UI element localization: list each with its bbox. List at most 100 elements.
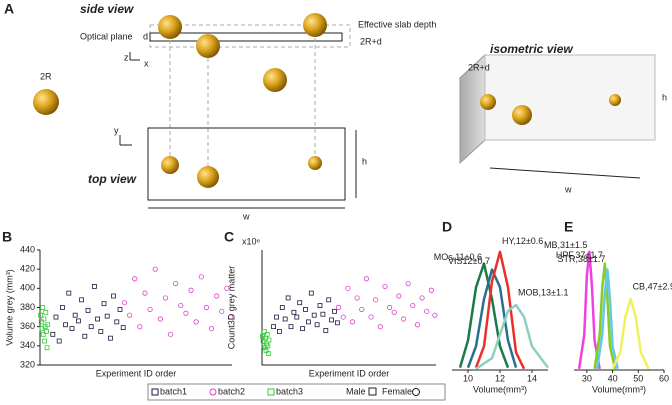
point xyxy=(334,320,340,326)
point xyxy=(132,276,138,282)
label: h xyxy=(662,92,667,102)
panel-letter: B xyxy=(2,229,12,245)
density-curve xyxy=(458,262,510,369)
label: d xyxy=(143,31,148,41)
y-tick-label: 380 xyxy=(20,302,35,312)
panel-letter: C xyxy=(224,229,234,245)
series-label: VIS12±0.7 xyxy=(448,256,490,266)
point xyxy=(193,319,199,325)
density-curve xyxy=(595,268,619,370)
density-curve xyxy=(593,262,617,370)
point xyxy=(285,295,291,301)
legend-marker xyxy=(412,388,420,396)
point xyxy=(120,325,126,331)
y-axis-label: Volume grey (mm³) xyxy=(4,269,14,346)
point xyxy=(104,313,110,319)
point xyxy=(297,300,303,306)
point xyxy=(82,333,88,339)
y-tick-label: 440 xyxy=(20,244,35,254)
point xyxy=(117,307,123,312)
series-label: STR,38±1.7 xyxy=(557,254,605,264)
point xyxy=(363,276,369,282)
point xyxy=(335,304,342,311)
point xyxy=(288,324,294,330)
point xyxy=(98,329,104,334)
sphere xyxy=(480,94,496,110)
point xyxy=(69,326,75,331)
point xyxy=(424,308,430,314)
series-label: CB,47±2.9 xyxy=(633,281,672,291)
sphere xyxy=(196,34,220,58)
density-curve xyxy=(474,250,526,370)
legend-label: batch3 xyxy=(276,386,303,396)
point xyxy=(264,331,270,337)
density-curve xyxy=(611,297,650,370)
point xyxy=(314,322,320,328)
point xyxy=(142,290,148,296)
axes-icon xyxy=(119,135,132,146)
point xyxy=(147,306,153,313)
point xyxy=(305,319,311,325)
label: h xyxy=(362,156,367,166)
point xyxy=(40,305,45,310)
point xyxy=(311,312,317,318)
point xyxy=(79,297,84,303)
legend-marker xyxy=(267,388,275,396)
axis xyxy=(39,250,232,366)
point xyxy=(261,329,267,334)
point xyxy=(203,304,209,311)
y-tick-label: 420 xyxy=(20,264,35,274)
x-tick-label: 14 xyxy=(527,373,537,383)
point xyxy=(63,322,68,328)
point xyxy=(294,314,300,320)
point xyxy=(60,305,65,310)
label: y xyxy=(114,125,119,135)
point xyxy=(208,325,215,332)
series-label: MB,31±1.5 xyxy=(544,240,587,250)
y-tick-label: 360 xyxy=(20,321,35,331)
point xyxy=(271,324,277,330)
point xyxy=(340,314,346,320)
point xyxy=(405,280,411,287)
point xyxy=(43,309,49,315)
y-axis-label: Count3D grey matter xyxy=(226,266,236,350)
point xyxy=(432,312,438,318)
point xyxy=(349,319,356,325)
point xyxy=(410,302,416,309)
legend-label: batch2 xyxy=(218,386,245,396)
sphere xyxy=(33,89,59,115)
y-tick-label: 320 xyxy=(20,359,35,369)
label: 2R+d xyxy=(468,62,490,72)
x-tick-label: 40 xyxy=(608,373,618,383)
point xyxy=(101,301,107,307)
panel-a: A side view Effective slab depth Optical… xyxy=(4,1,667,222)
point xyxy=(188,287,194,293)
series-label: HY,12±0.6 xyxy=(502,236,543,246)
point xyxy=(173,280,179,287)
point xyxy=(137,324,143,330)
point xyxy=(320,311,326,317)
panel-letter: A xyxy=(4,1,14,17)
point xyxy=(121,300,128,306)
optical-plane xyxy=(149,32,343,42)
point xyxy=(300,326,306,331)
y-tick-label: 400 xyxy=(20,283,35,293)
point xyxy=(332,308,337,314)
point xyxy=(66,290,72,296)
point xyxy=(377,324,383,330)
label: w xyxy=(242,211,250,221)
series-label: HPF,37±1.7 xyxy=(556,250,603,260)
dimension xyxy=(148,130,357,209)
sphere xyxy=(197,166,219,188)
point xyxy=(265,351,271,356)
point xyxy=(279,305,285,310)
sphere xyxy=(512,105,532,125)
point xyxy=(391,309,397,315)
point xyxy=(95,316,100,322)
point xyxy=(44,345,50,351)
label: 2R+d xyxy=(360,36,382,46)
point xyxy=(414,322,421,328)
point xyxy=(76,318,81,324)
label: w xyxy=(564,184,572,194)
